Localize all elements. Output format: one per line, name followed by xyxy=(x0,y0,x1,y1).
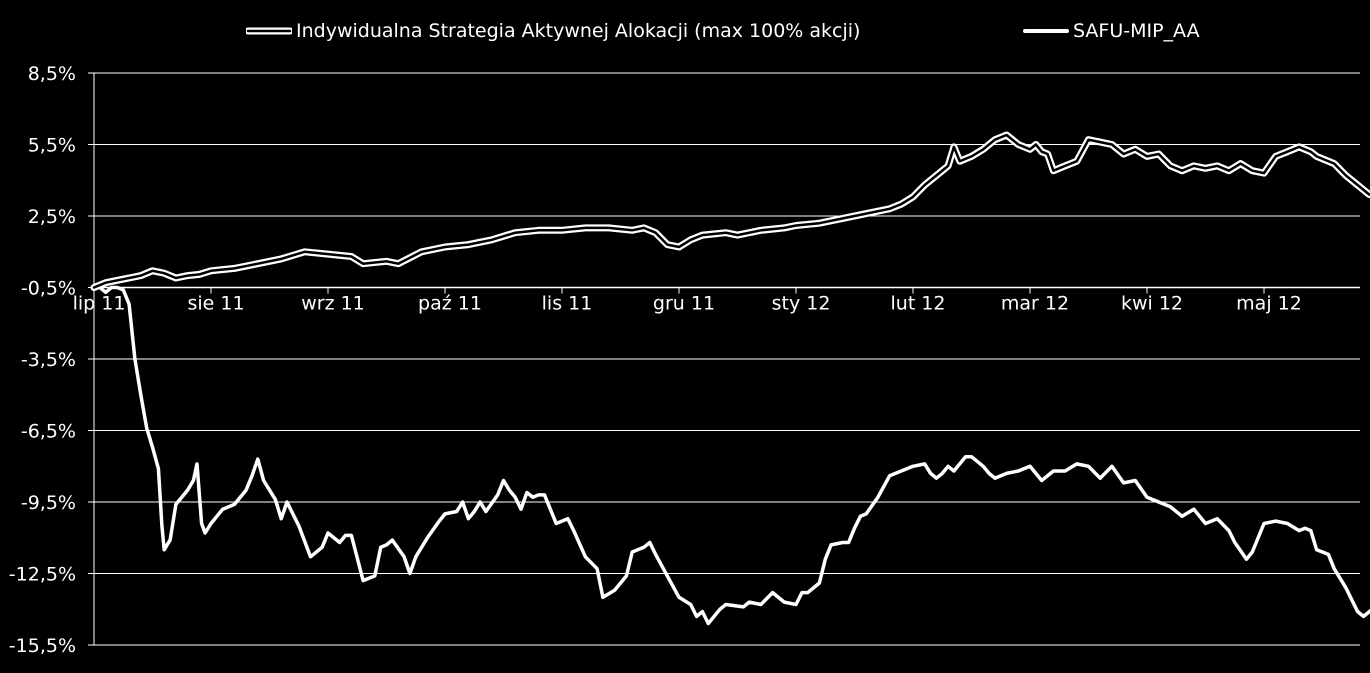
series-line-strategia-outline xyxy=(90,131,1370,291)
y-tick-label: -9,5% xyxy=(21,492,76,514)
x-tick-label: paź 11 xyxy=(418,293,482,315)
legend-swatch-solid-line xyxy=(1023,29,1069,33)
series-lines xyxy=(90,131,1370,626)
x-tick-label: sty 12 xyxy=(772,293,831,315)
x-tick-label: kwi 12 xyxy=(1121,293,1183,315)
series-line-strategia-inner xyxy=(92,133,1370,289)
y-tick-label: -3,5% xyxy=(21,349,76,371)
legend-label-series-1: Indywidualna Strategia Aktywnej Alokacji… xyxy=(296,20,861,42)
y-tick-label: 5,5% xyxy=(28,135,76,157)
x-axis: lip 11 sie 11 wrz 11 paź 11 lis 11 gru 11 sty … xyxy=(73,286,1360,315)
legend-item-series-1: Indywidualna Strategia Aktywnej Alokacji… xyxy=(246,20,860,42)
x-tick-label: lip 11 xyxy=(73,293,126,315)
y-tick-label: -15,5% xyxy=(9,635,76,657)
x-tick-label: sie 11 xyxy=(187,293,244,315)
y-tick-label: -12,5% xyxy=(9,564,76,586)
x-tick-label: gru 11 xyxy=(653,293,715,315)
y-tick-label: 2,5% xyxy=(28,206,76,228)
y-tick-labels: 8,5% 5,5% 2,5% -0,5% -3,5% -6,5% -9,5% -12,5% -1… xyxy=(9,63,94,657)
x-tick-label: wrz 11 xyxy=(301,293,365,315)
legend-item-series-2: SAFU-MIP_AA xyxy=(1023,20,1200,42)
x-tick-label: lis 11 xyxy=(542,293,593,315)
x-tick-label: mar 12 xyxy=(1001,293,1069,315)
legend-swatch-double-line xyxy=(246,27,292,35)
legend-label-series-2: SAFU-MIP_AA xyxy=(1073,20,1200,42)
x-tick-label: maj 12 xyxy=(1236,293,1302,315)
y-tick-label: -6,5% xyxy=(21,421,76,443)
y-tick-label: -0,5% xyxy=(21,278,76,300)
legend: Indywidualna Strategia Aktywnej Alokacji… xyxy=(0,20,1370,46)
y-tick-label: 8,5% xyxy=(28,63,76,85)
grid-lines xyxy=(94,72,1360,646)
x-tick-label: lut 12 xyxy=(891,293,946,315)
series-line-safu-mip-aa xyxy=(92,285,1370,626)
